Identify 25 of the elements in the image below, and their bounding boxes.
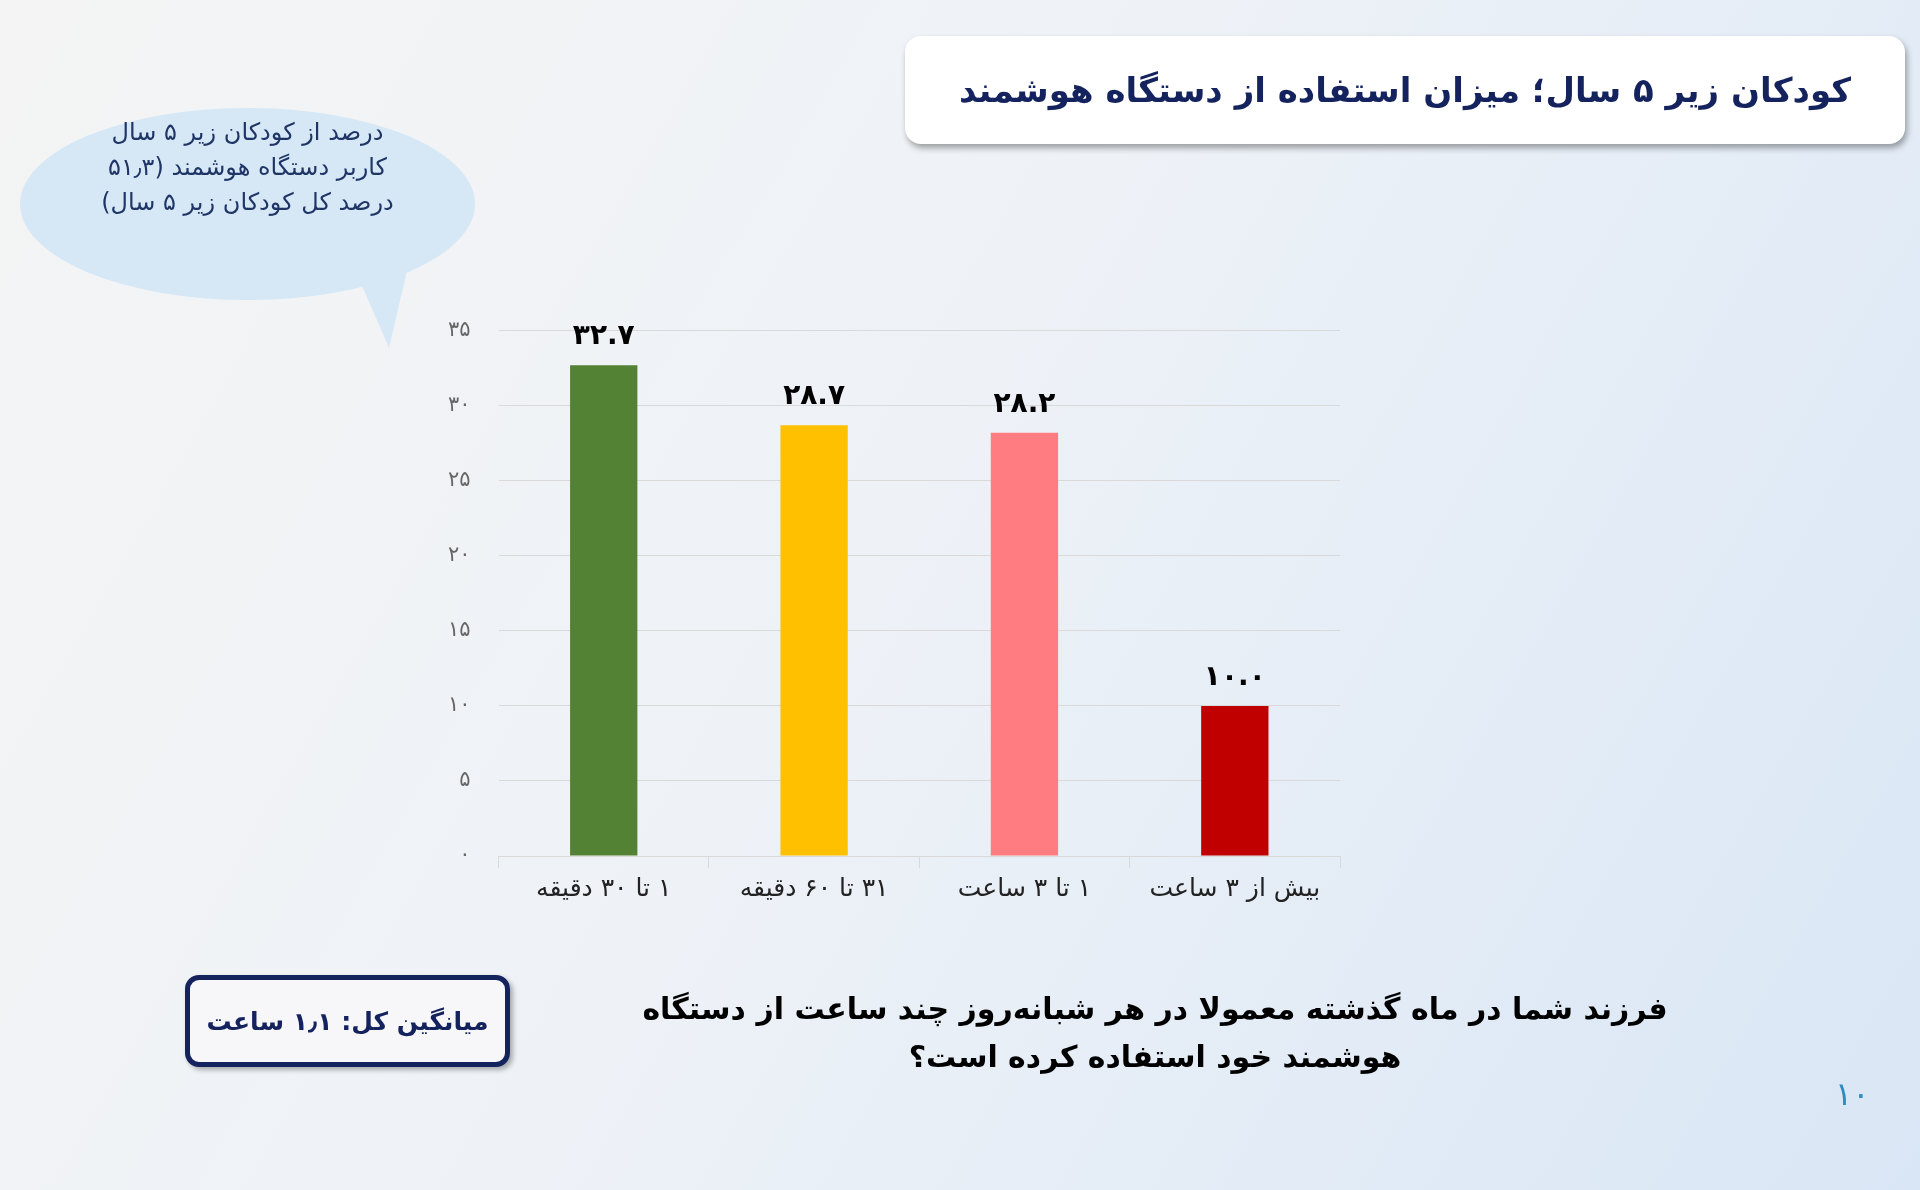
x-tick-label: ۱ تا ۳ ساعت [957, 872, 1092, 902]
y-tick-label: ۰ [459, 842, 471, 867]
y-tick-label: ۳۰ [448, 392, 471, 417]
bar [1201, 705, 1269, 856]
data-label: ۳۲.۷ [572, 318, 635, 352]
y-tick-label: ۱۵ [448, 617, 471, 642]
bar [990, 432, 1059, 856]
y-tick-label: ۱۰ [448, 692, 471, 717]
y-tick-label: ۳۵ [448, 317, 471, 342]
data-label: ۲۸.۲ [993, 385, 1056, 419]
text: میانگین کل: ۱٫۱ ساعت [185, 975, 510, 1067]
text: درصد از کودکان زیر ۵ سال کاربر دستگاه هوشمند (۵۱٫۳ درصد کل کودکان زیر ۵ سال) [100, 117, 395, 218]
y-tick-label: ۵ [459, 767, 471, 792]
x-tick-label: ۱ تا ۳۰ دقیقه [536, 872, 672, 902]
bar [570, 365, 638, 856]
x-tick-label: بیش از ۳ ساعت [1149, 872, 1321, 902]
chart-title: کودکان زیر ۵ سال؛ میزان استفاده از دستگاه هوشمند [905, 36, 1905, 144]
y-tick-label: ۲۰ [448, 542, 471, 567]
data-label: ۱۰.۰ [1203, 659, 1266, 693]
data-label: ۲۸.۷ [783, 378, 846, 412]
bar [780, 425, 848, 856]
text: ۱۰ [1835, 1075, 1870, 1113]
y-tick-label: ۲۵ [448, 467, 471, 492]
x-tick-label: ۳۱ تا ۶۰ دقیقه [739, 872, 889, 902]
text: فرزند شما در ماه گذشته معمولا در هر شبانه‌روز چند ساعت از دستگاه هوشمند خود استفاده کرده است؟ [641, 990, 1669, 1076]
